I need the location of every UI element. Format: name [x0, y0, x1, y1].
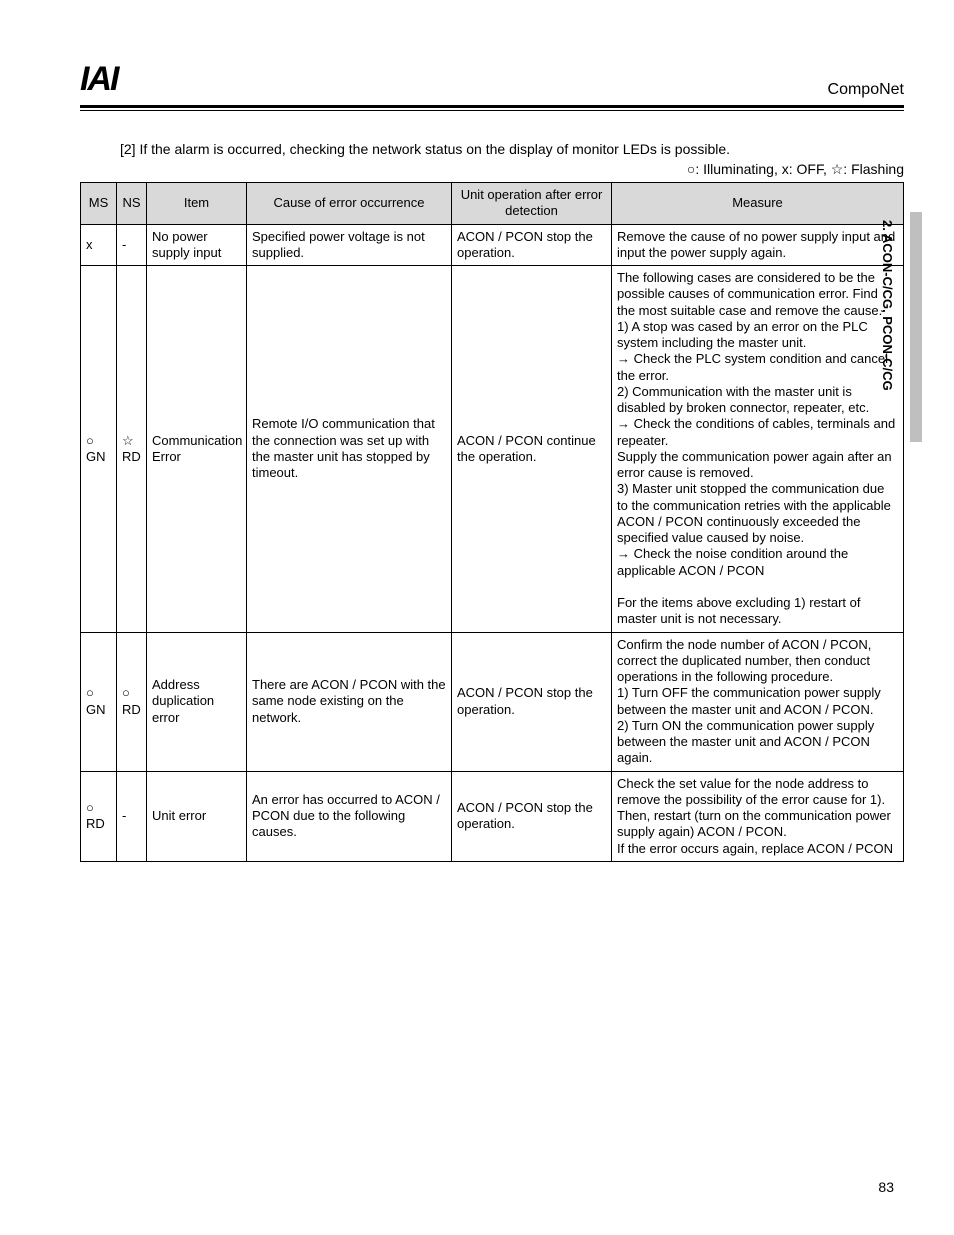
- col-unit: Unit operation after error detection: [452, 183, 612, 225]
- table-cell: -: [117, 771, 147, 861]
- table-cell: Specified power voltage is not supplied.: [247, 224, 452, 266]
- brand-name: CompoNet: [828, 81, 904, 99]
- section-tab-label: 2. ACON-C/CG, PCON-C/CG: [880, 220, 895, 391]
- table-cell: ACON / PCON continue the operation.: [452, 266, 612, 633]
- table-cell: Check the set value for the node address…: [612, 771, 904, 861]
- table-cell: ☆ RD: [117, 266, 147, 633]
- legend-text: ○: Illuminating, x: OFF, ☆: Flashing: [80, 161, 904, 178]
- table-cell: Confirm the node number of ACON / PCON, …: [612, 632, 904, 771]
- table-cell: ACON / PCON stop the operation.: [452, 632, 612, 771]
- table-cell: ○ GN: [81, 266, 117, 633]
- table-cell: There are ACON / PCON with the same node…: [247, 632, 452, 771]
- table-cell: An error has occurred to ACON / PCON due…: [247, 771, 452, 861]
- table-cell: Remove the cause of no power supply inpu…: [612, 224, 904, 266]
- table-cell: Unit error: [147, 771, 247, 861]
- table-body: x-No power supply inputSpecified power v…: [81, 224, 904, 861]
- page-number: 83: [878, 1179, 894, 1195]
- table-cell: Communication Error: [147, 266, 247, 633]
- table-row: ○ GN○ RDAddress duplication errorThere a…: [81, 632, 904, 771]
- table-row: x-No power supply inputSpecified power v…: [81, 224, 904, 266]
- col-cause: Cause of error occurrence: [247, 183, 452, 225]
- table-row: ○ GN☆ RDCommunication ErrorRemote I/O co…: [81, 266, 904, 633]
- table-header-row: MS NS Item Cause of error occurrence Uni…: [81, 183, 904, 225]
- col-item: Item: [147, 183, 247, 225]
- table-cell: ACON / PCON stop the operation.: [452, 771, 612, 861]
- section-tab: 2. ACON-C/CG, PCON-C/CG: [880, 220, 904, 440]
- col-measure: Measure: [612, 183, 904, 225]
- table-cell: ○ RD: [117, 632, 147, 771]
- table-cell: ○ GN: [81, 632, 117, 771]
- error-table: MS NS Item Cause of error occurrence Uni…: [80, 182, 904, 862]
- page-header: IAI CompoNet: [80, 60, 904, 99]
- table-cell: No power supply input: [147, 224, 247, 266]
- table-cell: Remote I/O communication that the connec…: [247, 266, 452, 633]
- col-ms: MS: [81, 183, 117, 225]
- table-cell: ○ RD: [81, 771, 117, 861]
- intro-text: [2] If the alarm is occurred, checking t…: [120, 141, 904, 157]
- col-ns: NS: [117, 183, 147, 225]
- header-rule: [80, 105, 904, 111]
- logo: IAI: [80, 60, 117, 99]
- table-cell: x: [81, 224, 117, 266]
- table-cell: The following cases are considered to be…: [612, 266, 904, 633]
- table-cell: Address duplication error: [147, 632, 247, 771]
- table-row: ○ RD-Unit errorAn error has occurred to …: [81, 771, 904, 861]
- table-cell: -: [117, 224, 147, 266]
- table-cell: ACON / PCON stop the operation.: [452, 224, 612, 266]
- section-tab-bar: [910, 212, 922, 442]
